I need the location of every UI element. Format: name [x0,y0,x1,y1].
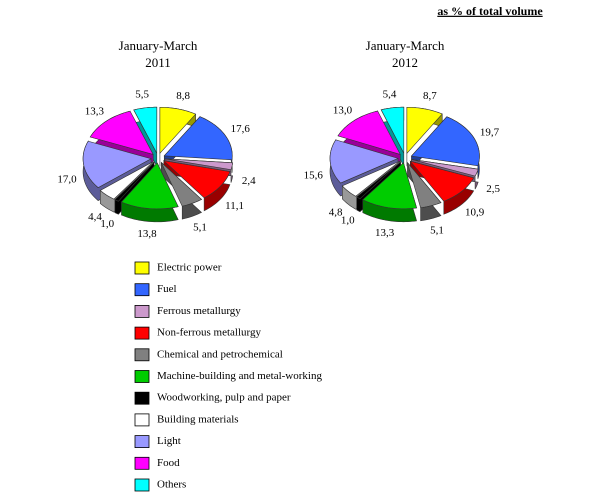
slice [329,139,399,184]
chart-title: January-March [366,38,445,53]
slice [89,110,154,155]
value-label: 2,4 [242,175,256,187]
legend-label: Food [157,457,180,469]
slice [407,162,442,209]
slice [133,106,158,154]
slice [162,160,231,199]
legend-label: Light [157,435,181,447]
chart-title: January-March [119,38,198,53]
legend-label: Machine-building and metal-working [157,370,322,382]
slice [160,162,203,207]
legend-swatch [134,413,150,427]
value-label: 2,5 [486,183,500,195]
slice [411,159,479,177]
value-label: 1,0 [100,218,114,230]
legend-label: Building materials [157,413,239,425]
slice [337,110,401,155]
value-label: 13,8 [137,228,157,240]
legend-label: Others [157,479,186,491]
legend-label: Woodworking, pulp and paper [157,392,291,404]
slice [120,162,179,210]
slice [356,161,401,200]
legend-swatch [134,391,150,405]
slice [406,106,443,155]
legend-label: Non-ferrous metallurgy [157,327,261,339]
slice [362,162,417,210]
value-label: 19,7 [480,126,500,138]
legend-swatch [134,456,150,470]
slice [164,158,233,171]
legend-label: Electric power [157,262,222,274]
value-label: 15,6 [304,169,324,181]
value-label: 13,0 [333,105,353,117]
slice [159,106,197,155]
value-label: 4,4 [88,211,102,223]
slice [82,140,152,188]
legend-label: Ferrous metallurgy [157,305,241,317]
value-label: 8,7 [423,90,437,102]
slice [114,161,155,202]
header: as % of total volume [437,4,543,18]
chart-subtitle: 2011 [145,55,171,70]
value-label: 11,1 [225,200,244,212]
value-label: 10,9 [465,206,485,218]
slice [409,160,475,202]
legend-swatch [134,478,150,492]
legend-swatch [134,283,150,297]
chart-subtitle: 2012 [392,55,418,70]
value-label: 13,3 [375,227,395,239]
value-label: 5,1 [430,225,444,237]
legend-label: Fuel [157,283,177,295]
value-label: 17,6 [231,123,251,135]
value-label: 8,8 [176,90,190,102]
slice [380,106,405,154]
legend-swatch [134,435,150,449]
value-label: 17,0 [57,174,77,186]
slice [410,116,480,167]
slice [99,161,154,200]
legend-swatch [134,261,150,275]
value-label: 5,5 [135,88,149,100]
value-label: 4,8 [329,207,343,219]
legend-swatch [134,370,150,383]
slice [341,160,400,197]
value-label: 13,3 [85,105,105,117]
slice [163,116,233,161]
value-label: 5,4 [383,88,397,100]
legend-swatch [134,326,150,340]
value-label: 1,0 [341,215,355,227]
legend-swatch [134,348,150,362]
value-label: 5,1 [193,221,207,233]
legend-label: Chemical and petrochemical [157,348,283,360]
legend-swatch [134,304,150,318]
